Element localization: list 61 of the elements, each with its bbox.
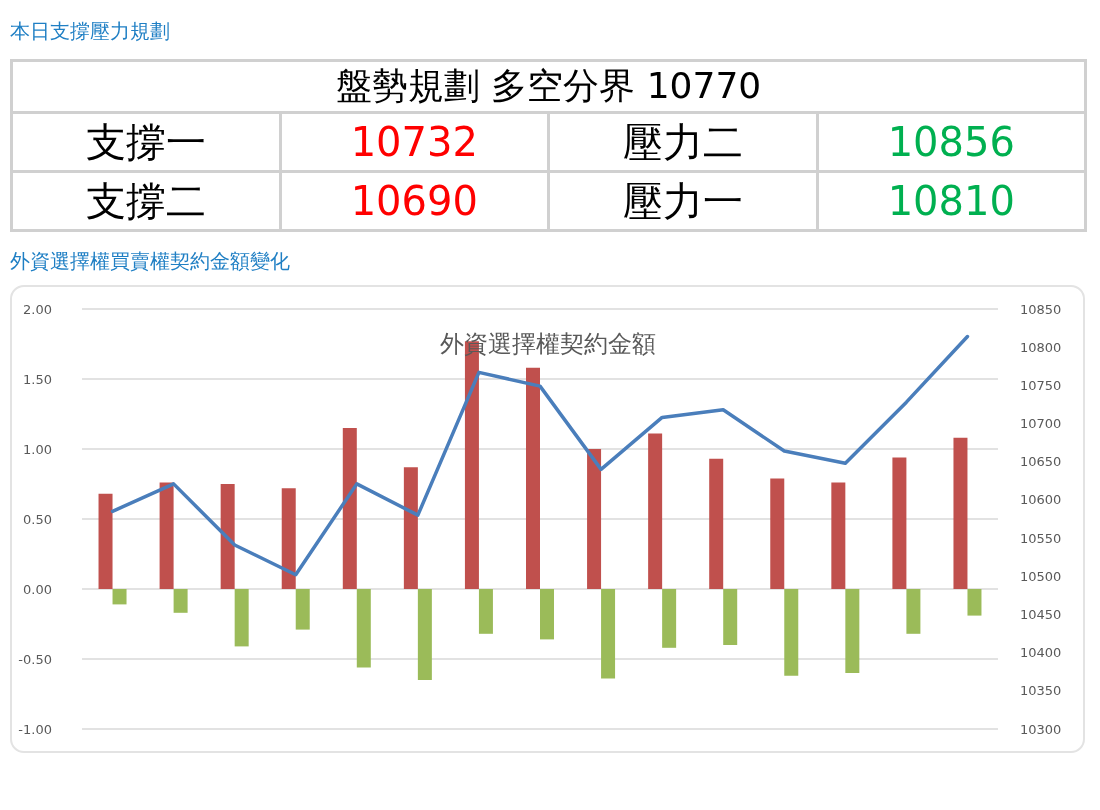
bar: [356, 589, 371, 668]
y2-tick-label: 10350: [1020, 683, 1062, 699]
y-tick-label: 1.50: [23, 371, 52, 387]
bar: [540, 589, 554, 640]
bar: [967, 589, 982, 616]
text: 外資選擇權契約金額: [439, 330, 656, 358]
bar: [112, 589, 127, 605]
bar: [342, 428, 357, 589]
y2-tick-label: 10650: [1020, 454, 1062, 470]
bar: [478, 589, 493, 634]
y-tick-label: -1.00: [18, 721, 52, 737]
y2-tick-label: 10500: [1020, 568, 1062, 584]
bar: [403, 467, 418, 589]
bar: [845, 589, 860, 673]
y-tick-label: 2.00: [23, 301, 52, 317]
bar: [220, 484, 235, 589]
bar: [892, 457, 907, 589]
y2-tick-label: 10600: [1020, 492, 1062, 508]
bar: [648, 433, 663, 589]
y2-tick-label: 10400: [1020, 645, 1062, 661]
text: 本日支撐壓力規劃: [9, 18, 171, 45]
bar: [953, 437, 968, 589]
bar: [709, 458, 724, 589]
y2-tick-label: 10700: [1020, 416, 1062, 432]
y2-tick-label: 10550: [1020, 530, 1062, 546]
bar: [770, 478, 785, 589]
bar: [295, 589, 310, 630]
text: 10810: [817, 171, 1086, 231]
y2-tick-label: 10300: [1020, 721, 1062, 737]
chart-subtitle: 外資選擇權買賣權契約金額變化: [9, 248, 291, 275]
text: 10856: [817, 112, 1086, 172]
y-tick-label: 0.00: [23, 581, 52, 597]
text: 盤勢規劃 多空分界 10770: [11, 60, 1086, 113]
text: 支撐二: [11, 171, 280, 231]
y2-tick-label: 10450: [1020, 606, 1062, 622]
bar: [98, 493, 113, 589]
y2-tick-label: 10800: [1020, 339, 1062, 355]
bar: [906, 589, 921, 634]
bar: [601, 589, 616, 679]
bar: [587, 449, 602, 589]
y-tick-label: 1.00: [23, 441, 52, 457]
text: 10732: [280, 112, 549, 172]
bar: [173, 589, 188, 613]
bar: [831, 482, 846, 589]
bar: [526, 367, 540, 589]
text: 10690: [280, 171, 549, 231]
text: 支撐一: [11, 112, 280, 172]
bar: [723, 589, 738, 645]
bar: [662, 589, 677, 648]
text: 壓力一: [548, 171, 817, 231]
line-series: [110, 334, 970, 577]
y2-tick-label: 10850: [1020, 301, 1062, 317]
y-tick-label: 0.50: [23, 511, 52, 527]
bar: [784, 589, 799, 676]
bar: [281, 488, 296, 589]
bar: [159, 482, 174, 589]
text: 壓力二: [548, 112, 817, 172]
bar: [417, 589, 432, 680]
bar: [234, 589, 249, 647]
y-tick-label: -0.50: [18, 651, 52, 667]
y2-tick-label: 10750: [1020, 377, 1062, 393]
